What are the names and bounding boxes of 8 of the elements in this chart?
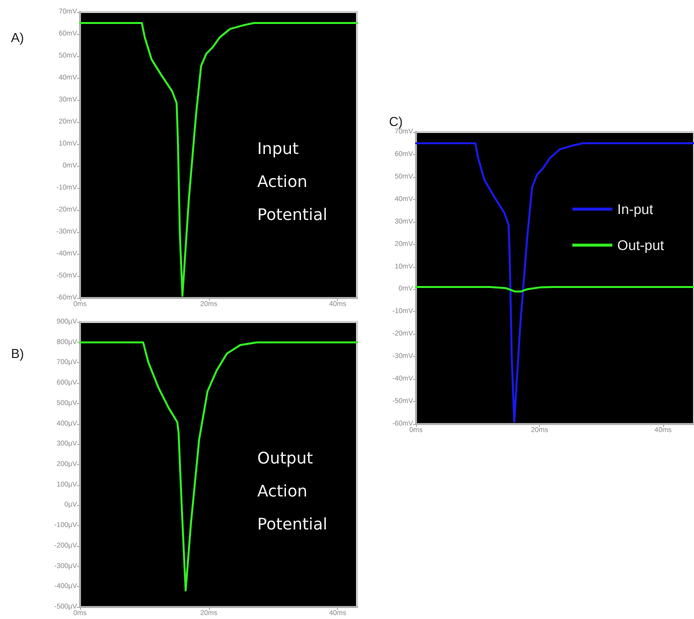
chart-title: C): [389, 114, 403, 129]
text: A): [11, 30, 24, 45]
line-series: [79, 341, 358, 592]
annotation: Input Action Potential: [257, 139, 328, 224]
legend-label: Out-put: [617, 237, 664, 254]
text: B): [11, 346, 24, 361]
annotation: Output Action Potential: [257, 448, 328, 534]
legend-label: In-put: [617, 201, 654, 218]
